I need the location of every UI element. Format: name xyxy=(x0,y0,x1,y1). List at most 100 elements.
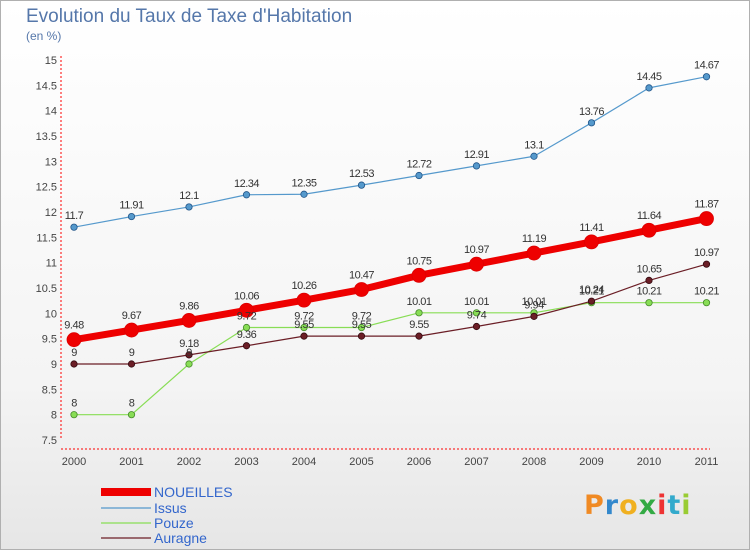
data-label-auragne: 10.65 xyxy=(636,263,661,275)
x-tick-label: 2007 xyxy=(464,456,488,468)
data-point-pouze xyxy=(472,309,481,317)
data-label-issus: 12.91 xyxy=(464,149,489,161)
data-label-issus: 14.45 xyxy=(636,71,661,83)
data-point-issus xyxy=(127,212,136,221)
x-tick-label: 2004 xyxy=(292,456,316,468)
data-point-auragne xyxy=(357,332,366,340)
data-label-pouze: 10.21 xyxy=(636,286,661,298)
data-label-auragne: 10.24 xyxy=(579,284,604,296)
data-label-issus: 13.76 xyxy=(579,106,604,118)
data-label-auragne: 9.36 xyxy=(237,329,257,341)
x-tick-label: 2001 xyxy=(119,456,143,468)
y-tick-label: 7.5 xyxy=(42,435,57,447)
data-point-pouze xyxy=(127,411,136,419)
data-label-noueilles: 11.64 xyxy=(637,210,662,222)
data-label-noueilles: 9.86 xyxy=(179,300,199,312)
data-label-noueilles: 10.75 xyxy=(406,255,431,267)
y-tick-label: 10 xyxy=(45,308,57,320)
data-point-noueilles xyxy=(296,292,312,308)
y-tick-label: 10.5 xyxy=(36,283,57,295)
x-tick-label: 2000 xyxy=(62,456,86,468)
data-point-issus xyxy=(702,73,711,81)
legend-label-auragne: Auragne xyxy=(154,530,207,546)
data-point-auragne xyxy=(185,351,193,359)
y-tick-label: 13 xyxy=(45,156,57,168)
y-tick-label: 8 xyxy=(51,410,57,422)
data-point-auragne xyxy=(702,260,711,268)
data-point-noueilles xyxy=(411,267,427,283)
x-tick-label: 2003 xyxy=(234,456,258,468)
data-label-pouze: 10.21 xyxy=(579,286,604,298)
data-point-issus xyxy=(185,203,193,211)
data-point-auragne xyxy=(242,342,251,350)
data-label-noueilles: 11.87 xyxy=(694,199,719,211)
data-point-issus xyxy=(300,190,308,198)
proxiti-logo: Proxiti xyxy=(584,490,692,521)
data-point-noueilles xyxy=(641,222,657,238)
data-label-issus: 14.67 xyxy=(694,60,719,72)
y-tick-label: 15 xyxy=(45,55,57,67)
data-label-noueilles: 10.97 xyxy=(464,244,489,256)
data-point-pouze xyxy=(242,323,251,332)
data-point-auragne xyxy=(472,322,481,331)
series-line-issus xyxy=(73,76,707,228)
data-point-issus xyxy=(645,84,653,92)
data-label-pouze: 10.01 xyxy=(464,296,489,308)
x-tick-label: 2006 xyxy=(407,456,431,468)
data-point-noueilles xyxy=(124,322,139,338)
data-label-auragne: 10.97 xyxy=(694,247,719,259)
data-point-pouze xyxy=(185,360,193,368)
data-label-noueilles: 10.06 xyxy=(234,290,259,302)
data-label-pouze: 9 xyxy=(186,347,192,359)
data-point-noueilles xyxy=(354,282,369,297)
data-label-pouze: 10.01 xyxy=(521,296,546,308)
data-point-issus xyxy=(70,223,78,231)
data-point-noueilles xyxy=(181,313,197,328)
data-point-auragne xyxy=(645,276,653,284)
data-label-noueilles: 10.26 xyxy=(291,280,316,292)
data-label-noueilles: 9.48 xyxy=(64,320,84,332)
series-line-pouze xyxy=(74,302,707,416)
data-point-issus xyxy=(472,162,481,170)
data-point-auragne xyxy=(587,297,596,305)
data-label-pouze: 9.72 xyxy=(294,311,314,323)
data-label-pouze: 10.01 xyxy=(406,296,431,308)
data-label-auragne: 9 xyxy=(129,347,135,359)
legend-label-pouze: Pouze xyxy=(154,515,194,531)
y-tick-label: 8.5 xyxy=(42,384,57,396)
data-point-pouze xyxy=(70,411,78,419)
data-label-issus: 12.34 xyxy=(234,178,259,190)
data-point-auragne xyxy=(300,332,308,340)
data-label-pouze: 10.21 xyxy=(694,286,719,298)
y-tick-label: 9 xyxy=(51,359,57,371)
y-tick-label: 9.5 xyxy=(42,334,57,346)
data-point-pouze xyxy=(300,323,308,332)
data-point-pouze xyxy=(415,309,423,317)
data-label-auragne: 9.55 xyxy=(409,319,429,331)
legend-label-noueilles: NOUEILLES xyxy=(154,484,233,500)
data-label-issus: 11.91 xyxy=(119,200,144,212)
series-line-auragne xyxy=(74,263,707,365)
x-tick-label: 2002 xyxy=(177,456,201,468)
data-point-auragne xyxy=(70,360,78,368)
data-point-noueilles xyxy=(699,211,714,226)
data-label-issus: 12.35 xyxy=(291,177,316,189)
data-point-issus xyxy=(587,119,596,127)
x-tick-label: 2009 xyxy=(579,456,603,468)
y-tick-label: 13.5 xyxy=(36,131,57,143)
data-point-pouze xyxy=(357,323,366,332)
data-label-pouze: 9.72 xyxy=(352,311,372,323)
data-point-auragne xyxy=(530,312,538,320)
chart-title: Evolution du Taux de Taxe d'Habitation xyxy=(26,6,353,27)
data-label-issus: 11.7 xyxy=(65,210,84,222)
series-line-noueilles xyxy=(73,215,708,344)
data-label-auragne: 9.74 xyxy=(467,310,487,322)
data-label-issus: 12.53 xyxy=(349,168,374,180)
y-tick-label: 12.5 xyxy=(36,182,57,194)
data-label-auragne: 9.94 xyxy=(524,299,544,311)
data-point-noueilles xyxy=(469,256,484,272)
data-label-noueilles: 9.67 xyxy=(122,310,142,322)
y-tick-label: 11.5 xyxy=(36,232,57,244)
y-tick-label: 12 xyxy=(45,207,57,219)
